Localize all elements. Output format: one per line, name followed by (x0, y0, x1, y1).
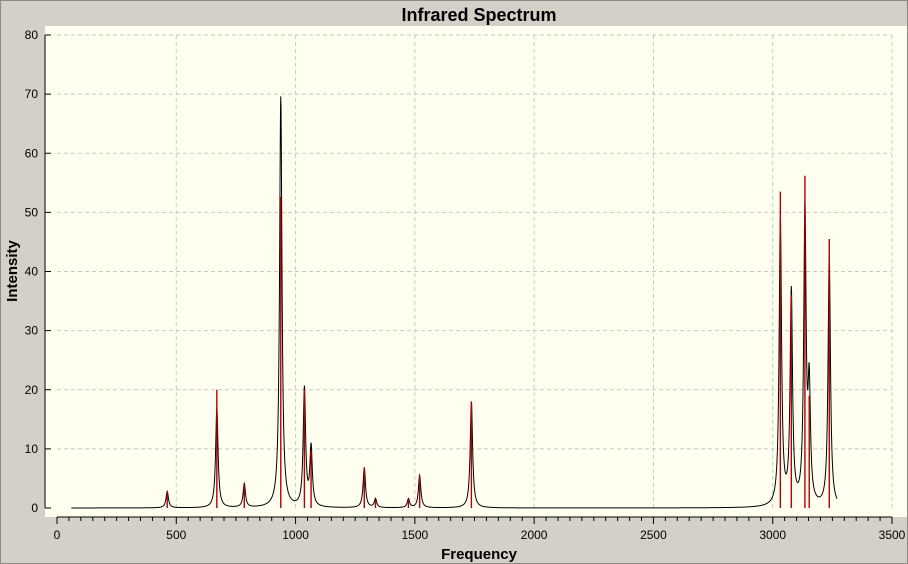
axis-ticks: 0 10 20 30 40 50 60 70 80 0 500 1000 1500 2000 2500 300… (25, 28, 906, 542)
y-tick-label: 50 (25, 205, 39, 219)
x-tick-label: 500 (166, 528, 186, 542)
chart-title: Infrared Spectrum (401, 5, 556, 25)
y-tick-label: 30 (25, 324, 39, 338)
y-tick-label: 80 (25, 28, 39, 42)
x-tick-label: 3500 (879, 528, 906, 542)
y-tick-label: 70 (25, 87, 39, 101)
x-tick-label: 2000 (521, 528, 548, 542)
y-tick-label: 20 (25, 383, 39, 397)
y-tick-label: 60 (25, 146, 39, 160)
y-tick-label: 0 (31, 501, 38, 515)
x-tick-label: 0 (54, 528, 61, 542)
x-tick-label: 1500 (402, 528, 429, 542)
grid-lines (57, 34, 893, 508)
y-axis-label: Intensity (4, 240, 21, 302)
plot-area (45, 26, 907, 517)
spectrum-curve (71, 96, 838, 509)
peak-stick-layer (166, 175, 830, 508)
x-tick-label: 2500 (640, 528, 667, 542)
spectrum-curve-layer (71, 96, 838, 509)
y-tick-label: 10 (25, 442, 39, 456)
y-tick-label: 40 (25, 265, 39, 279)
x-axis-label: Frequency (441, 546, 518, 563)
x-tick-label: 3000 (759, 528, 786, 542)
x-tick-label: 1000 (282, 528, 309, 542)
